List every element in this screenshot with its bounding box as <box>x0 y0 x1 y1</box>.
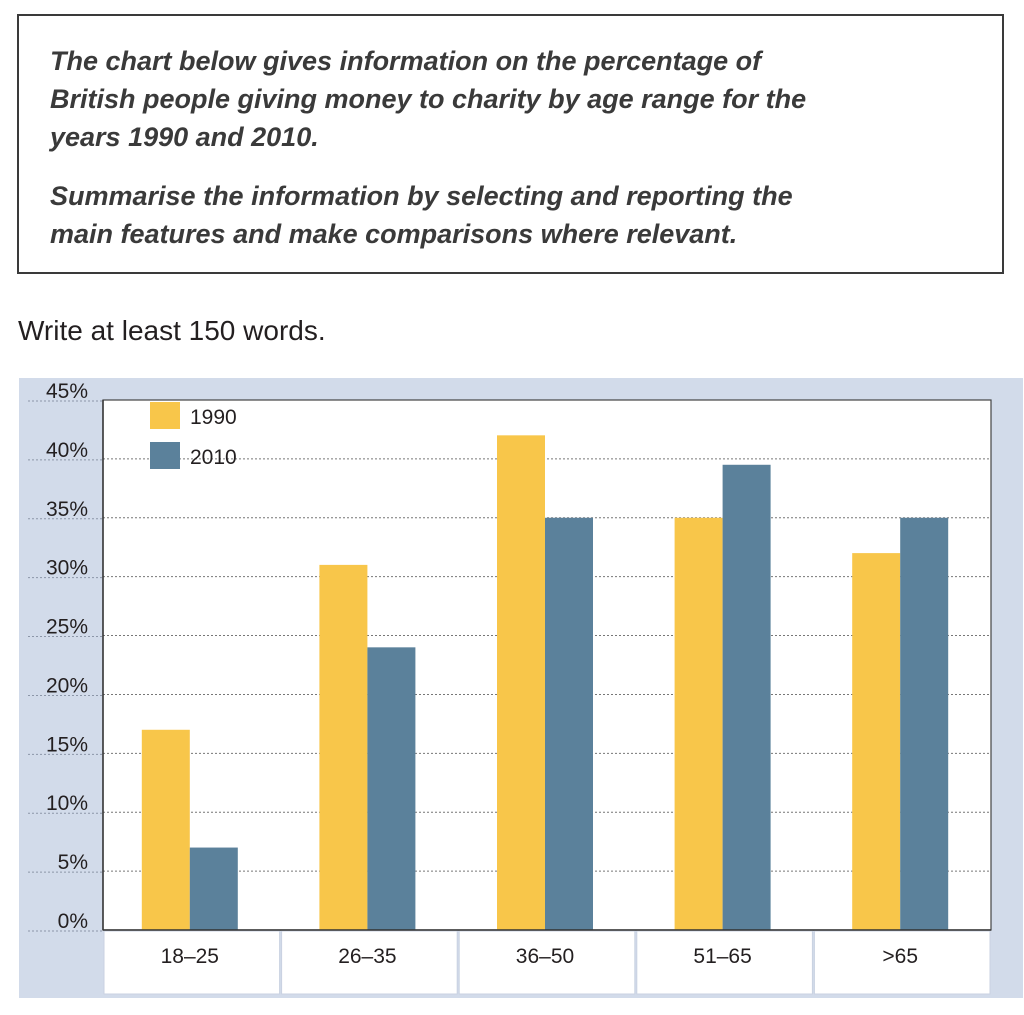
x-tick-label: 26–35 <box>338 945 396 968</box>
word-count-instruction: Write at least 150 words. <box>18 315 326 346</box>
legend-swatch-2010 <box>150 442 180 469</box>
bar-1990-2 <box>497 435 545 930</box>
category-cell <box>636 930 813 995</box>
category-cell <box>813 930 991 995</box>
bar-1990-4 <box>852 553 901 930</box>
x-tick-label: 36–50 <box>516 945 574 968</box>
bar-1990-0 <box>141 729 190 930</box>
task-box <box>17 14 1004 274</box>
category-cell <box>458 930 636 995</box>
category-cell <box>281 930 458 995</box>
y-tick-label: 0% <box>58 910 88 933</box>
x-tick-label: >65 <box>882 945 918 968</box>
bar-2010-1 <box>367 647 416 930</box>
category-cell <box>103 930 281 995</box>
y-tick-label: 35% <box>46 498 88 521</box>
y-tick-label: 45% <box>46 380 88 403</box>
y-tick-label: 5% <box>58 851 88 874</box>
bar-1990-1 <box>319 564 368 930</box>
y-tick-label: 40% <box>46 439 88 462</box>
legend-swatch-1990 <box>150 402 180 429</box>
y-tick-label: 20% <box>46 674 88 697</box>
bar-2010-0 <box>189 847 238 930</box>
legend-label-1990: 1990 <box>190 406 237 429</box>
y-tick-label: 25% <box>46 616 88 639</box>
bar-2010-3 <box>722 464 771 930</box>
y-tick-label: 10% <box>46 792 88 815</box>
task-summary-instruction: Summarise the information by selecting a… <box>50 181 793 249</box>
y-tick-label: 15% <box>46 733 88 756</box>
y-tick-label: 30% <box>46 557 88 580</box>
legend-label-2010: 2010 <box>190 446 237 469</box>
bar-1990-3 <box>674 517 723 930</box>
x-tick-label: 51–65 <box>693 945 751 968</box>
bar-2010-4 <box>900 517 949 930</box>
x-tick-label: 18–25 <box>161 945 219 968</box>
bar-2010-2 <box>545 517 593 930</box>
task-description: The chart below gives information on the… <box>50 46 807 152</box>
